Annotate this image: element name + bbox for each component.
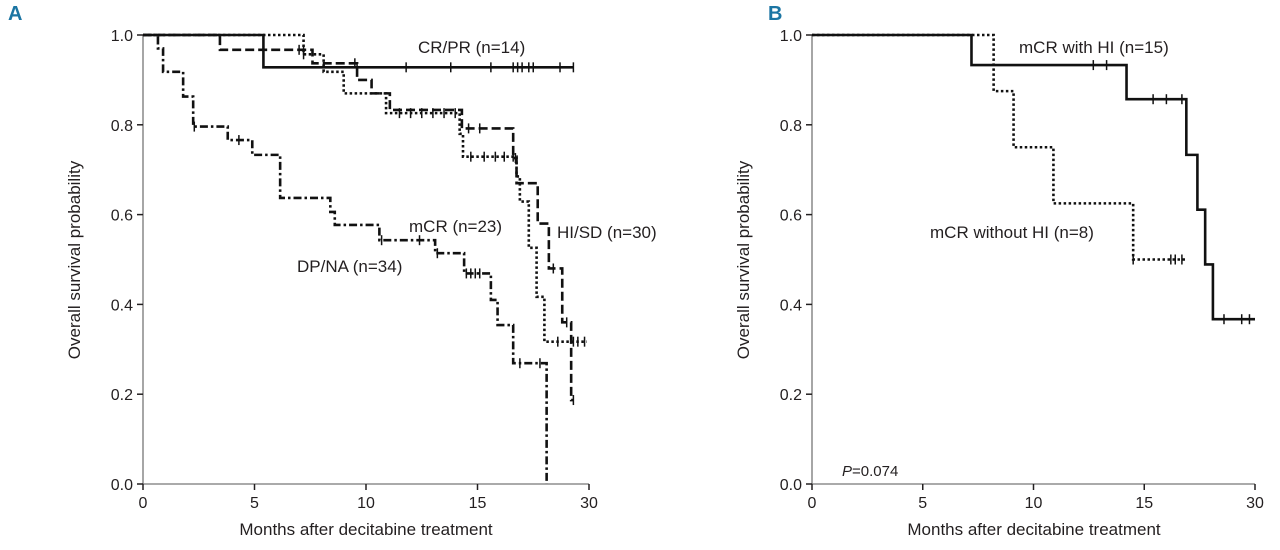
survival-curve-mcr-n-23 (143, 33, 587, 343)
panel-b-y-axis-label: Overall survival probability (734, 160, 753, 359)
x-tick-label: 10 (1025, 495, 1043, 512)
label-mcr-without-hi: mCR without HI (n=8) (930, 223, 1094, 242)
p-value-label: P (842, 463, 852, 480)
y-tick-label: 0.8 (780, 118, 802, 135)
y-tick-label: 1.0 (111, 28, 133, 45)
panel-a-letter: A (8, 3, 22, 25)
panel-a-y-axis-label: Overall survival probability (65, 160, 84, 359)
label-mcr: mCR (n=23) (409, 217, 502, 236)
panel-b-letter: B (768, 3, 782, 25)
x-tick-label: 0 (808, 495, 817, 512)
y-tick-label: 0.6 (111, 208, 133, 225)
p-value: P=0.074 (842, 463, 898, 480)
label-hisd: HI/SD (n=30) (557, 223, 657, 242)
label-crpr: CR/PR (n=14) (418, 38, 525, 57)
x-tick-label: 15 (469, 495, 487, 512)
panel-a-x-axis-label: Months after decitabine treatment (239, 520, 493, 539)
x-tick-label: 0 (139, 495, 148, 512)
survival-curve-dp-na-n-34 (143, 33, 548, 484)
x-tick-label: 30 (580, 495, 598, 512)
x-tick-label: 5 (918, 495, 927, 512)
y-tick-label: 0.4 (111, 297, 133, 314)
x-tick-label: 10 (357, 495, 375, 512)
panel-b-chart: 0 5 10 15 30 0.0 0.2 0.4 0.6 0.8 1.0 (780, 28, 1264, 512)
y-tick-label: 0.6 (780, 208, 802, 225)
y-tick-label: 0.8 (111, 118, 133, 135)
label-dpna: DP/NA (n=34) (297, 257, 402, 276)
x-tick-label: 30 (1246, 495, 1264, 512)
survival-curve-hi-sd-n-30 (143, 33, 574, 402)
panel-a-chart: 0 5 10 15 30 0.0 0.2 0.4 0.6 0.8 1.0 (111, 28, 598, 512)
panel-b-x-axis-label: Months after decitabine treatment (907, 520, 1161, 539)
label-mcr-with-hi: mCR with HI (n=15) (1019, 38, 1169, 57)
x-tick-label: 5 (250, 495, 259, 512)
y-tick-label: 0.0 (780, 477, 802, 494)
y-tick-label: 0.0 (111, 477, 133, 494)
survival-curve-mcr-with-hi-n-15 (812, 33, 1255, 321)
x-tick-label: 15 (1135, 495, 1153, 512)
y-tick-label: 1.0 (780, 28, 802, 45)
y-tick-label: 0.4 (780, 297, 802, 314)
y-tick-label: 0.2 (111, 387, 133, 404)
y-tick-label: 0.2 (780, 387, 802, 404)
p-value-number: =0.074 (852, 463, 898, 480)
